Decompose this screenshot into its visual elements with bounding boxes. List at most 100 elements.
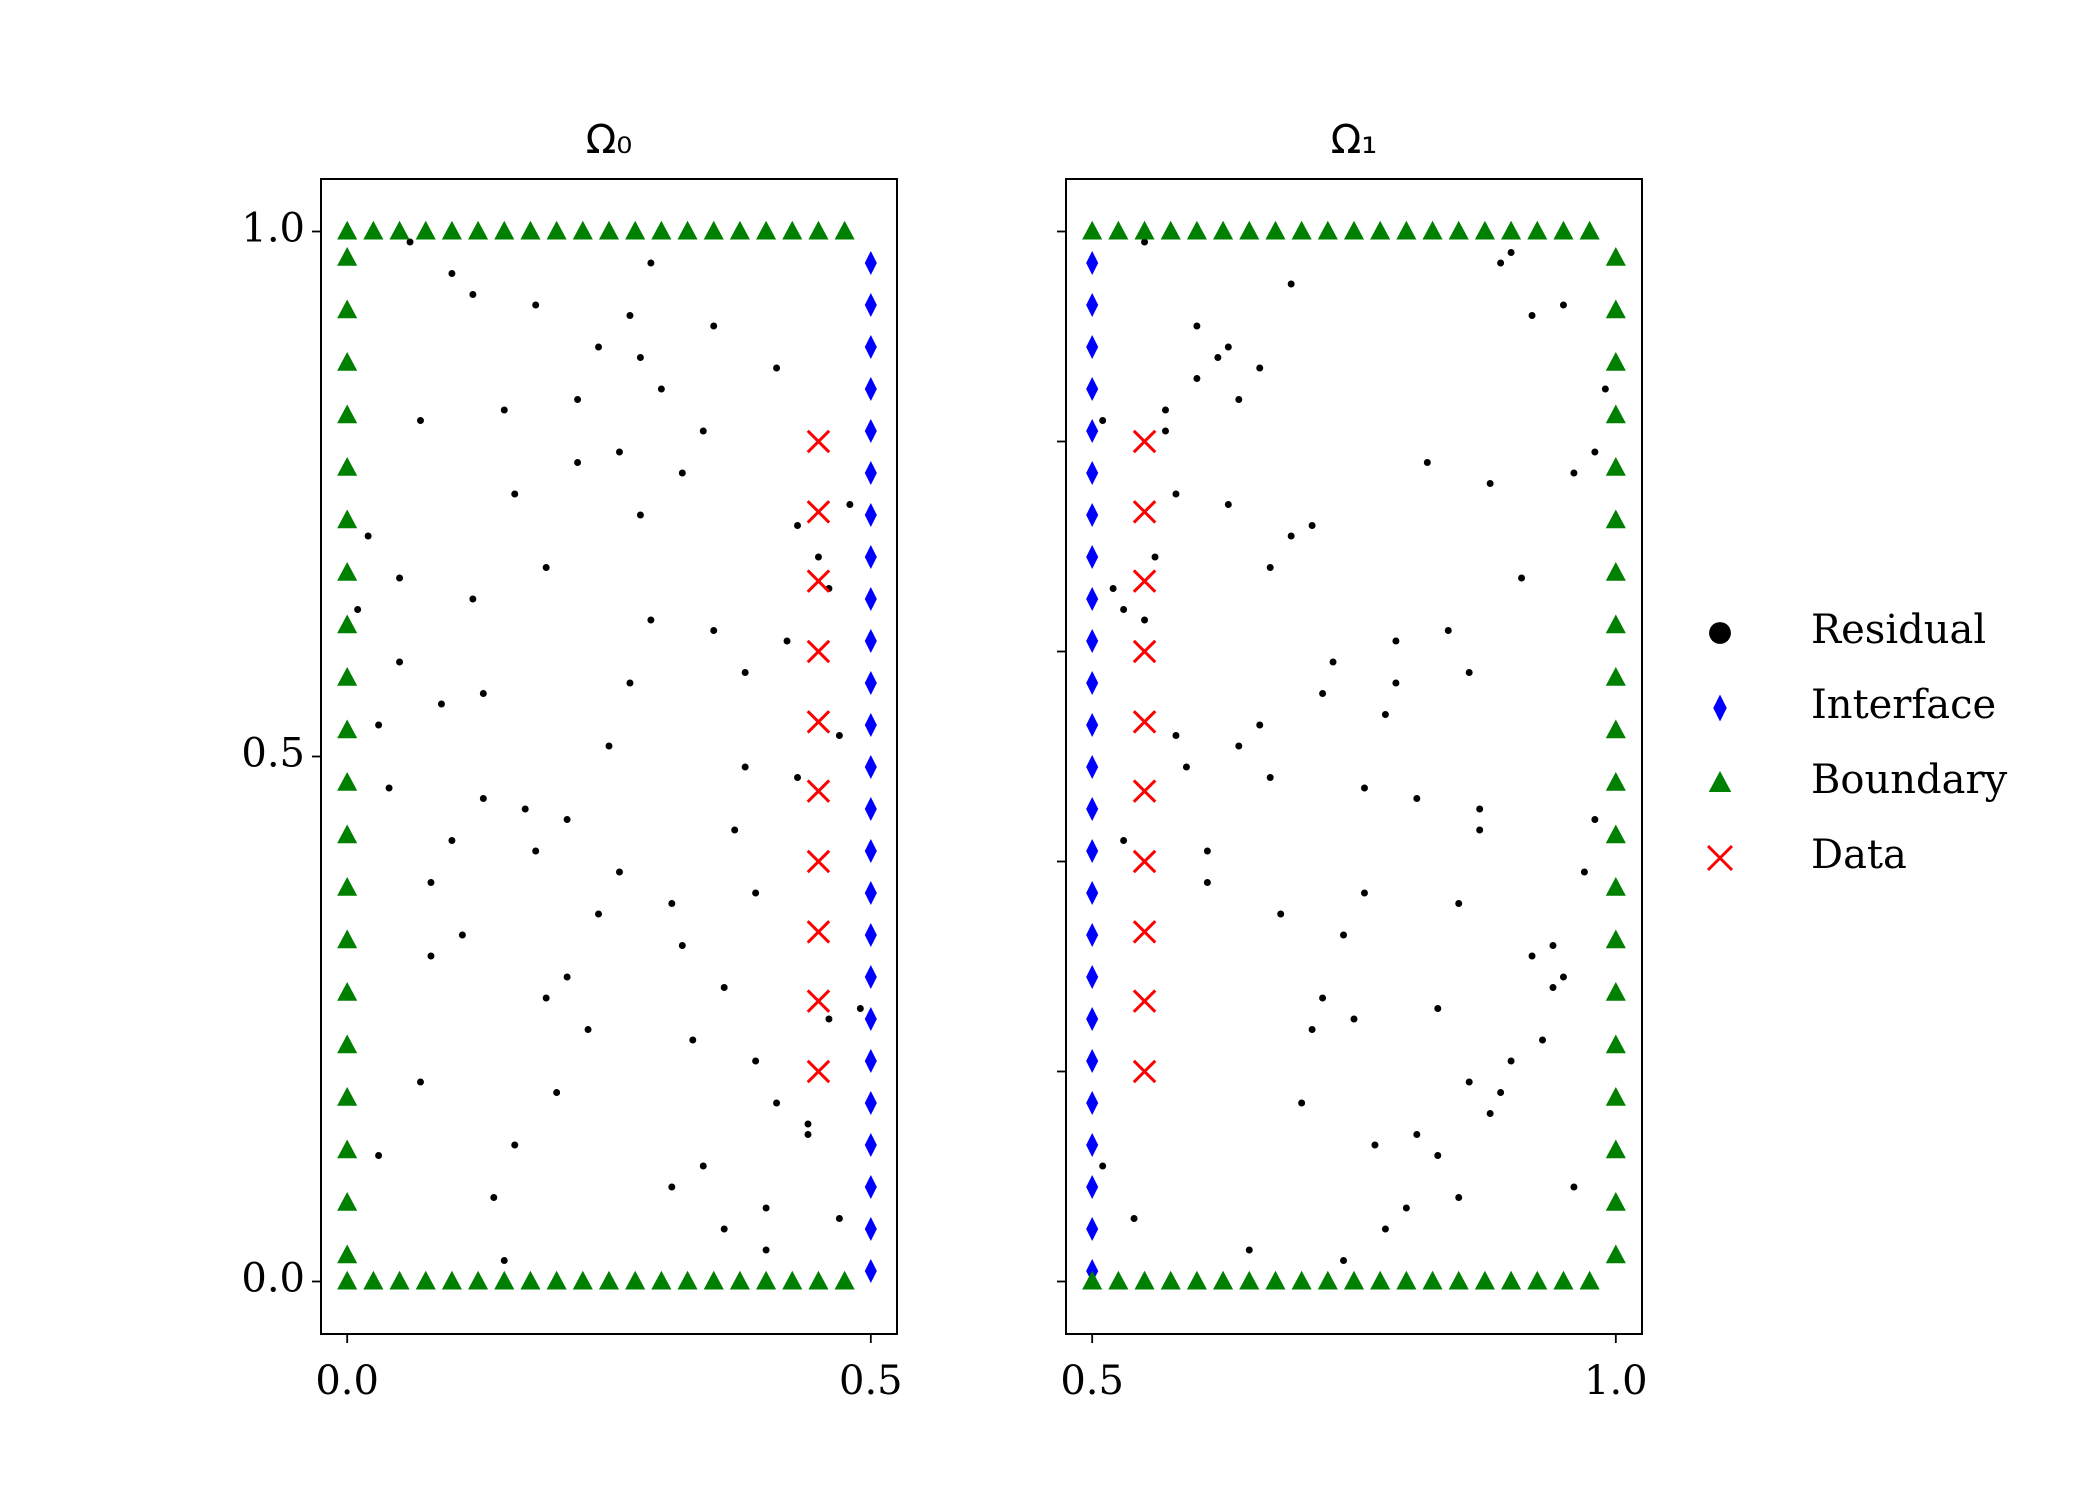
point-circle [427, 952, 435, 960]
point-triangle [1134, 1270, 1155, 1290]
point-circle [469, 595, 477, 603]
point-circle [1591, 816, 1599, 823]
legend-marker [1706, 844, 1734, 872]
point-triangle [337, 220, 358, 240]
point-triangle [1291, 1270, 1312, 1290]
point-circle [490, 1194, 498, 1201]
point-diamond [1086, 1048, 1099, 1074]
point-diamond [864, 1174, 877, 1200]
point-triangle [494, 1270, 515, 1290]
point-triangle [1527, 220, 1548, 240]
y-tick-label: 0.5 [241, 731, 305, 777]
point-triangle [415, 220, 436, 240]
point-circle [1497, 1089, 1505, 1096]
point-triangle [1605, 247, 1626, 266]
point-circle [1256, 721, 1264, 729]
point-triangle [651, 220, 672, 240]
point-circle [385, 784, 393, 792]
point-triangle [1448, 1270, 1469, 1290]
point-circle [1287, 532, 1295, 540]
point-triangle [1605, 929, 1626, 949]
point-triangle [808, 220, 829, 240]
point-circle [1109, 585, 1117, 592]
point-circle [521, 805, 529, 813]
point-circle [1591, 448, 1599, 456]
point-diamond [1086, 1216, 1099, 1242]
point-diamond [864, 1216, 877, 1242]
series [864, 250, 877, 1284]
point-circle [375, 1152, 383, 1159]
point-circle [1162, 427, 1169, 435]
point-circle [511, 490, 519, 498]
x-tick-label: 0.5 [839, 1358, 903, 1404]
point-diamond [864, 460, 877, 486]
point-diamond [1086, 964, 1099, 990]
point-triangle [1605, 509, 1626, 529]
point-circle [448, 837, 456, 844]
point-diamond [864, 922, 877, 948]
point-x [806, 500, 831, 524]
point-circle [584, 1026, 592, 1033]
point-x [1132, 639, 1157, 664]
point-triangle [337, 824, 358, 844]
point-circle [1235, 396, 1243, 403]
point-diamond [1086, 628, 1099, 654]
point-circle [678, 942, 686, 949]
point-circle [1570, 1183, 1578, 1191]
point-circle [1559, 301, 1567, 309]
point-x [1132, 779, 1157, 803]
point-triangle [1265, 220, 1286, 240]
point-circle [532, 847, 540, 855]
point-circle [689, 1036, 697, 1044]
point-diamond [864, 964, 877, 990]
point-triangle [1134, 220, 1155, 240]
point-circle [1193, 375, 1201, 382]
point-triangle [1605, 1139, 1626, 1159]
point-triangle [1605, 457, 1626, 476]
point-diamond [864, 838, 877, 864]
point-triangle [337, 562, 358, 581]
point-diamond [864, 1090, 877, 1116]
point-circle [1381, 1225, 1389, 1233]
point-triangle [441, 220, 462, 240]
point-circle [595, 343, 603, 351]
point-triangle [415, 1270, 436, 1290]
point-triangle [337, 719, 358, 739]
point-circle [500, 406, 508, 414]
point-circle [448, 270, 456, 277]
point-circle [1392, 679, 1400, 687]
point-circle [1434, 1005, 1442, 1012]
point-triangle [1605, 1192, 1626, 1211]
point-circle [1214, 354, 1222, 361]
point-circle [1151, 553, 1159, 561]
point-triangle [1239, 1270, 1260, 1290]
series [1086, 250, 1099, 1284]
x-tick-label: 1.0 [1584, 1358, 1648, 1404]
point-x [1132, 569, 1157, 593]
point-circle [626, 679, 634, 687]
point-diamond [1086, 922, 1099, 948]
legend-label: Residual [1811, 607, 1986, 653]
point-triangle [468, 1270, 489, 1290]
point-diamond [864, 586, 877, 612]
point-circle [1507, 1057, 1515, 1065]
point-triangle [337, 982, 358, 1001]
point-circle [1559, 973, 1567, 981]
legend-marker [1709, 622, 1731, 644]
point-circle [1141, 238, 1149, 246]
point-triangle [1265, 1270, 1286, 1290]
point-triangle [782, 220, 803, 240]
point-x [806, 920, 831, 944]
point-diamond [864, 796, 877, 822]
point-triangle [1527, 1270, 1548, 1290]
point-circle [364, 532, 372, 540]
point-circle [574, 396, 582, 403]
point-circle [1580, 868, 1588, 876]
point-x [1132, 920, 1157, 944]
point-triangle [337, 1270, 358, 1290]
point-circle [762, 1246, 770, 1254]
point-circle [1319, 690, 1327, 697]
point-x [806, 989, 831, 1013]
point-x [806, 1059, 831, 1084]
